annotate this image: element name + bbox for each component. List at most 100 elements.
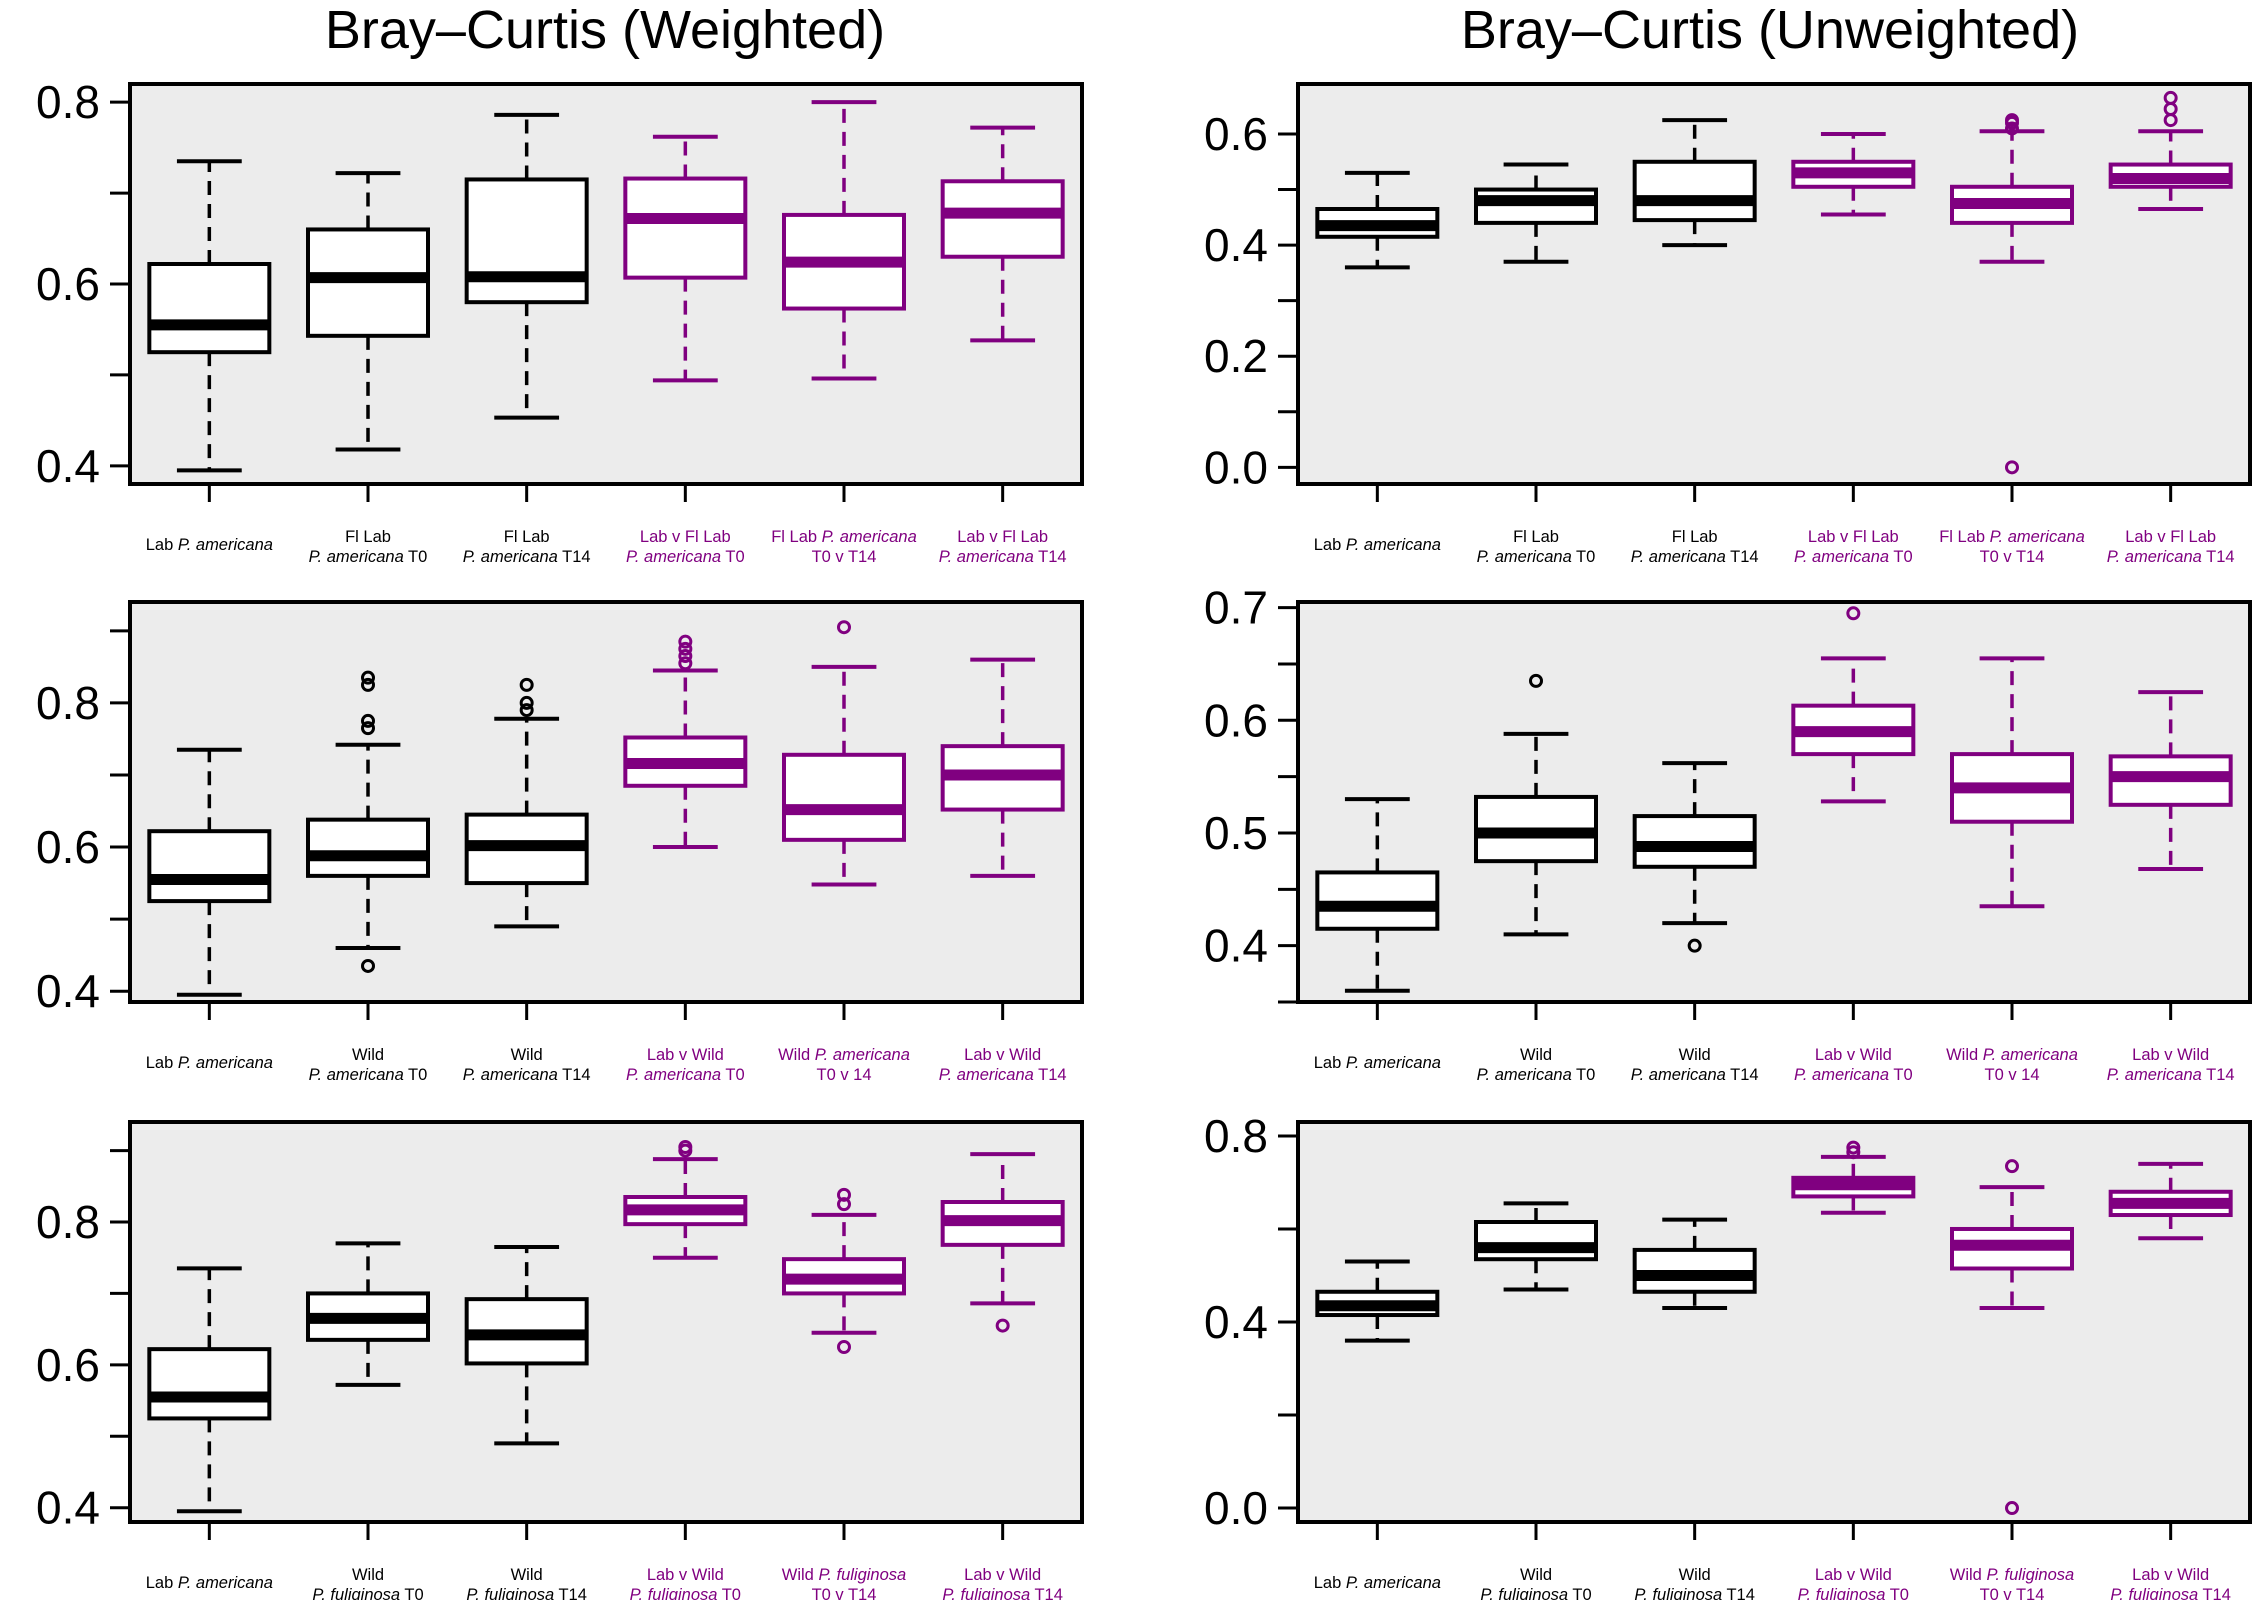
plot-area [130, 602, 1082, 1002]
category-label: Fl Lab [1672, 528, 1718, 546]
panel-2-1: 0.0 0.4 0.8 Lab P. americana Wild P. fuligino… [1204, 1110, 2252, 1600]
panel-2-0: 0.4 0.6 0.8 Lab P. americana Wild P. fuligino… [36, 1120, 1084, 1600]
category-label: P. americana T0 [626, 548, 745, 566]
column-title-weighted: Bray–Curtis (Weighted) [325, 0, 885, 60]
outlier-point [361, 958, 375, 973]
outlier-point [995, 1318, 1010, 1333]
category-label: P. fuliginosa T14 [466, 1586, 586, 1600]
category-label: Lab P. americana [1314, 1054, 1441, 1072]
category-label: P. americana T14 [2107, 548, 2235, 566]
box-3: Lab v Wild P. americana T0 [623, 634, 748, 1084]
category-label: P. fuliginosa T0 [312, 1586, 423, 1600]
panel-1-0: 0.4 0.6 0.8 Lab P. americana Wild P. american… [36, 600, 1084, 1084]
category-label: Wild [511, 1566, 543, 1584]
panel-1-1: 0.4 0.5 0.6 0.7 Lab P. americana Wild P. ameri… [1204, 582, 2252, 1084]
y-tick-label: 0.8 [36, 1196, 100, 1248]
category-label: Lab v Fl Lab [957, 528, 1048, 546]
y-tick-label: 0.6 [36, 1339, 100, 1391]
iqr-box [1474, 187, 1598, 225]
category-label: P. fuliginosa T14 [2110, 1586, 2230, 1600]
box-4: Wild P. fuliginosa T0 v T14 [1950, 1159, 2074, 1600]
panels: 0.4 0.6 0.8 Lab P. americana Fl Lab P. americ… [36, 76, 2252, 1600]
category-label: P. fuliginosa T0 [1798, 1586, 1909, 1600]
category-label: Wild [1520, 1046, 1552, 1064]
category-label: Lab v Wild [647, 1046, 724, 1064]
panel-0-0: 0.4 0.6 0.8 Lab P. americana Fl Lab P. americ… [36, 76, 1084, 566]
category-label: Fl Lab P. americana [1939, 528, 2085, 546]
plot-frame [128, 1120, 1084, 1524]
panel-0-1: 0.0 0.2 0.4 0.6 Lab P. americana Fl Lab P. ame… [1204, 82, 2252, 566]
box-2: Fl Lab P. americana T14 [463, 112, 591, 566]
box-3: Lab v Wild P. fuliginosa T0 [1791, 1140, 1916, 1600]
y-tick-label: 0.2 [1204, 330, 1268, 382]
category-label: T0 v T14 [1980, 548, 2045, 566]
plot-frame [128, 82, 1084, 486]
y-tick-label: 0.6 [1204, 694, 1268, 746]
plot-frame [1296, 600, 2252, 1004]
y-tick-label: 0.6 [36, 821, 100, 873]
plot-area [1298, 1122, 2250, 1522]
box-1: Wild P. americana T0 [306, 670, 430, 1084]
box-1: Fl Lab P. americana T0 [1474, 162, 1598, 566]
iqr-box [623, 176, 748, 280]
box-2: Wild P. americana T14 [463, 677, 591, 1084]
y-tick-label: 0.8 [1204, 1110, 1268, 1162]
outlier-point [519, 695, 534, 710]
category-label: Lab v Wild [964, 1566, 1041, 1584]
category-label: Fl Lab [504, 528, 550, 546]
iqr-box [147, 829, 272, 904]
y-tick-label: 0.6 [1204, 108, 1268, 160]
plot-area [1298, 84, 2250, 484]
outlier-point [678, 641, 693, 656]
y-tick-label: 0.4 [1204, 1296, 1268, 1348]
category-label: Lab v Wild [1815, 1566, 1892, 1584]
box-2: Wild P. fuliginosa T14 [1632, 1217, 1757, 1600]
plot-area [130, 84, 1082, 484]
category-label: P. americana T0 [1477, 1066, 1596, 1084]
box-4: Wild P. americana T0 v 14 [1946, 656, 2078, 1084]
category-label: T0 v 14 [816, 1066, 871, 1084]
y-tick-label: 0.4 [36, 440, 100, 492]
box-5: Lab v Fl Lab P. americana T14 [939, 125, 1067, 566]
category-label: P. americana T14 [1631, 548, 1759, 566]
outlier-point [361, 677, 375, 692]
category-label: T0 v 14 [1984, 1066, 2039, 1084]
box-1: Wild P. fuliginosa T0 [306, 1241, 430, 1600]
category-label: Lab v Fl Lab [1808, 528, 1899, 546]
box-1: Wild P. americana T0 [1474, 673, 1598, 1084]
category-label: Lab P. americana [146, 536, 273, 554]
box-2: Wild P. fuliginosa T14 [464, 1245, 589, 1600]
outlier-point [519, 703, 534, 718]
outlier-point [361, 721, 375, 736]
category-label: P. americana T0 [309, 548, 428, 566]
category-label: Lab v Wild [964, 1046, 1041, 1064]
y-tick-label: 0.0 [1204, 1482, 1268, 1534]
iqr-box [1474, 1220, 1598, 1262]
outlier-point [1846, 606, 1861, 621]
category-label: P. americana T14 [463, 548, 591, 566]
box-3: Lab v Fl Lab P. americana T0 [1791, 132, 1916, 566]
box-3: Lab v Wild P. fuliginosa T0 [623, 1140, 748, 1600]
category-label: Wild [352, 1566, 384, 1584]
box-0: Lab P. americana [146, 1266, 273, 1592]
outlier-point [1529, 673, 1543, 688]
category-label: Lab P. americana [146, 1574, 273, 1592]
category-label: Lab P. americana [1314, 536, 1441, 554]
category-label: Lab v Wild [2132, 1046, 2209, 1064]
iqr-box [782, 752, 906, 842]
outlier-point [1846, 1145, 1861, 1160]
category-label: Wild [352, 1046, 384, 1064]
box-4: Fl Lab P. americana T0 v T14 [771, 100, 917, 566]
y-tick-label: 0.8 [36, 677, 100, 729]
plot-frame [128, 600, 1084, 1004]
category-label: Lab P. americana [1314, 1574, 1441, 1592]
box-0: Lab P. americana [146, 747, 273, 1072]
category-label: Fl Lab [345, 528, 391, 546]
box-1: Wild P. fuliginosa T0 [1474, 1201, 1598, 1600]
outlier-point [2005, 460, 2019, 475]
category-label: Lab v Fl Lab [640, 528, 731, 546]
category-label: Fl Lab P. americana [771, 528, 917, 546]
outlier-point [837, 1197, 851, 1212]
plot-frame [1296, 1120, 2252, 1524]
outlier-point [678, 649, 693, 664]
